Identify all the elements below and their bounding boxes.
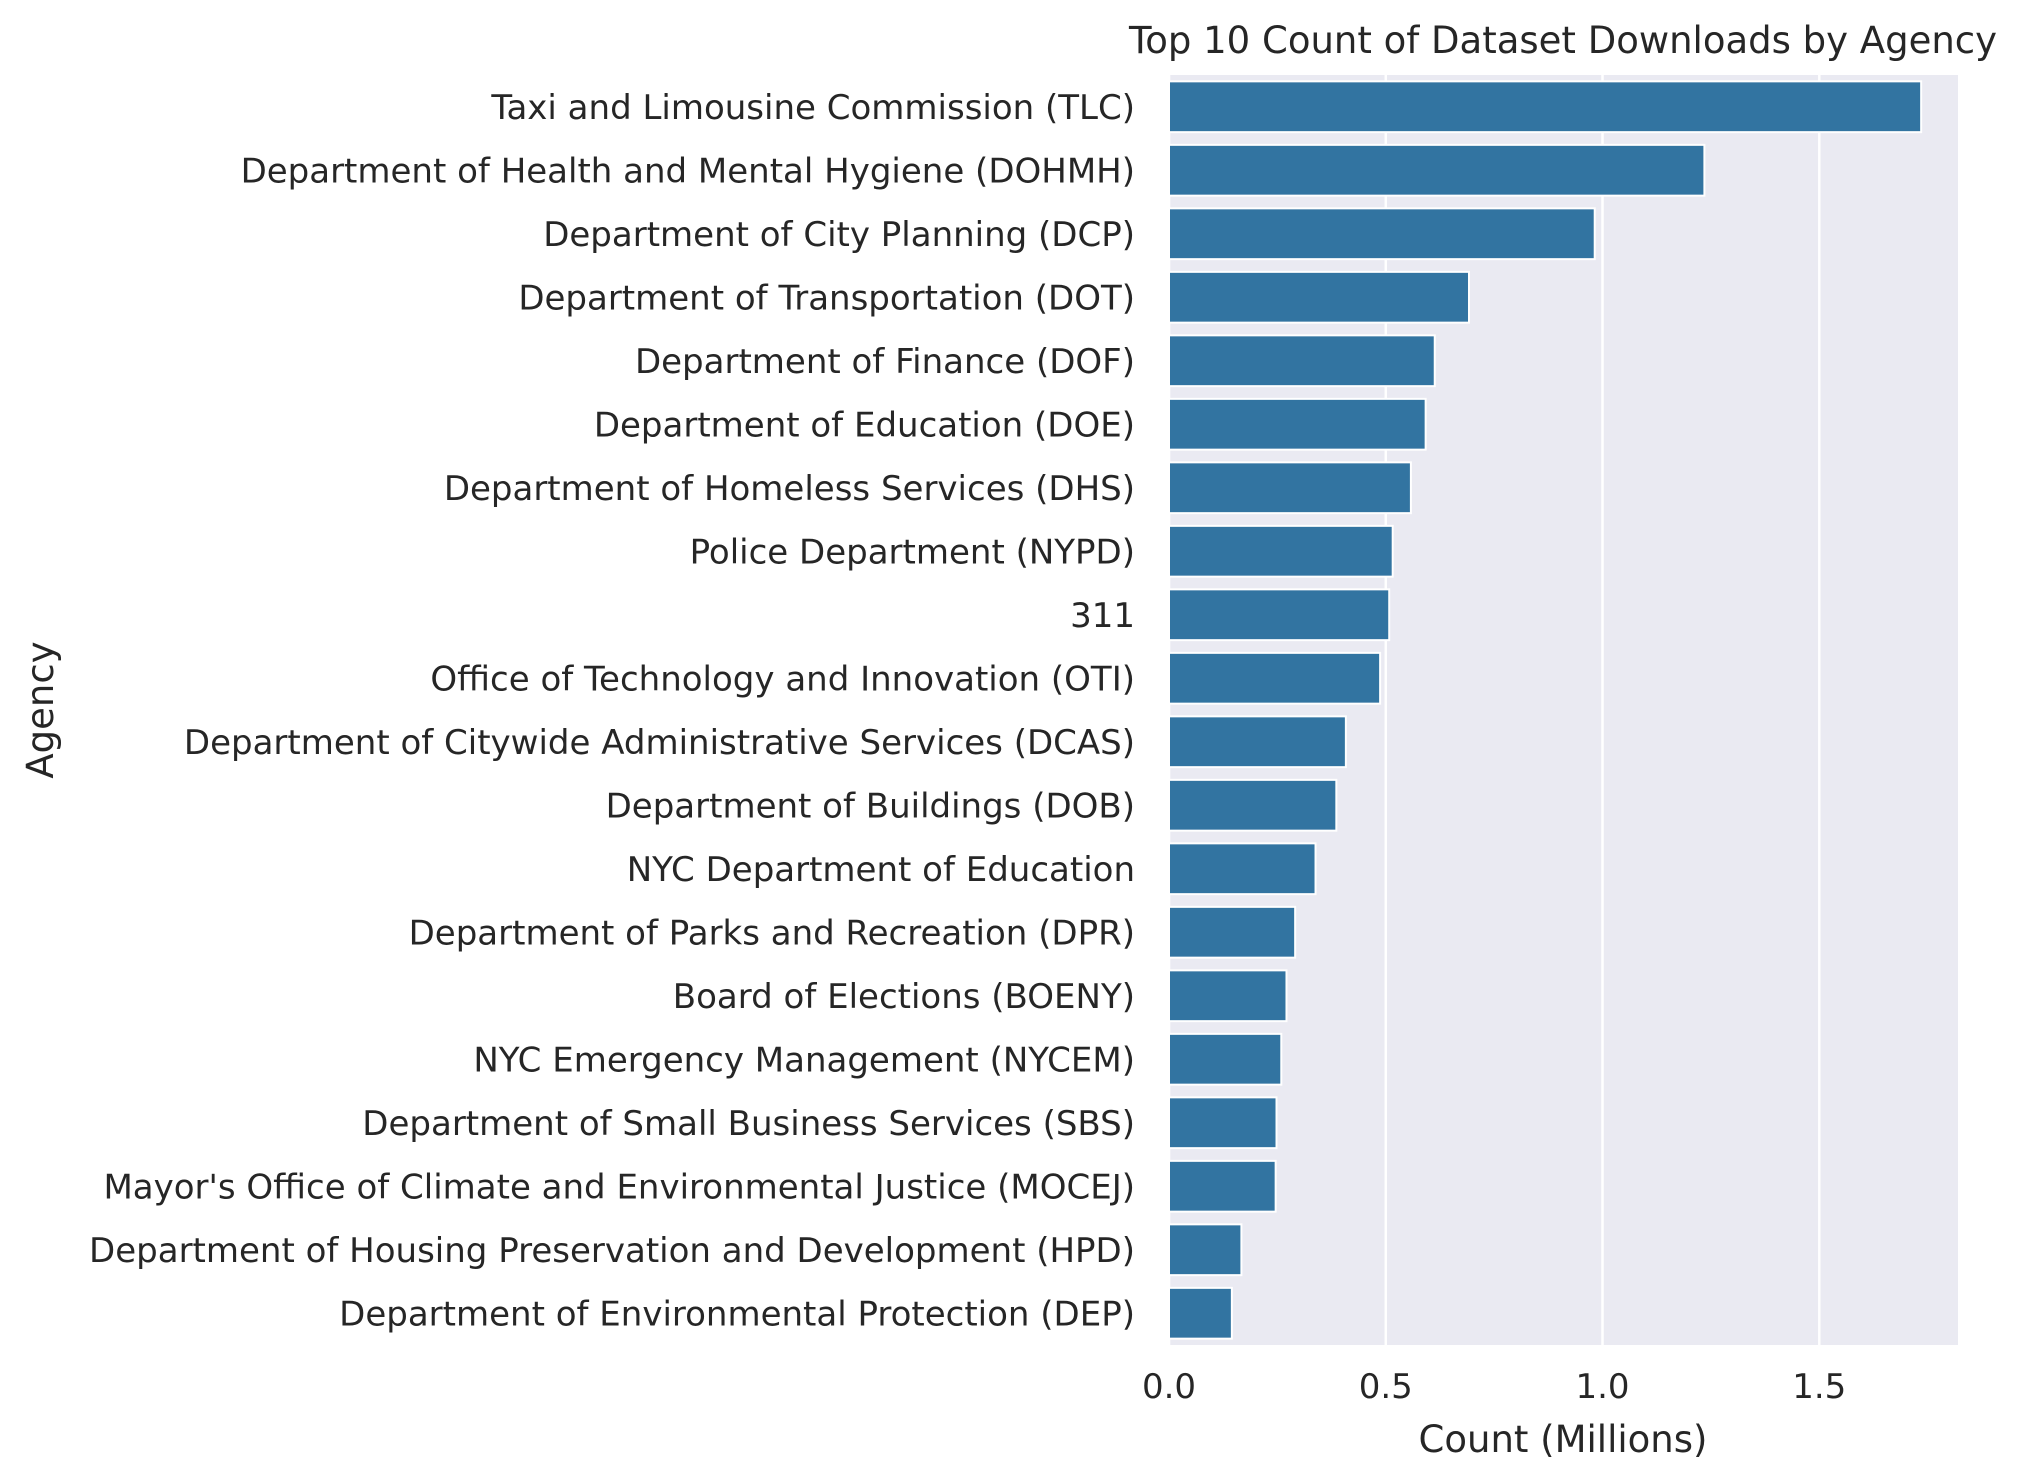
bar <box>1168 80 1923 134</box>
bar <box>1168 270 1470 324</box>
y-tick-label: Department of Housing Preservation and D… <box>89 1231 1135 1271</box>
y-axis-title: Agency <box>19 641 62 778</box>
bar <box>1168 207 1596 261</box>
y-tick-label: Department of Education (DOE) <box>594 405 1135 445</box>
y-tick-label: NYC Emergency Management (NYCEM) <box>473 1040 1135 1080</box>
x-tick-label: 0.0 <box>1142 1367 1196 1407</box>
y-tick-label: Mayor's Office of Climate and Environmen… <box>103 1167 1135 1207</box>
y-tick-label: Department of Transportation (DOT) <box>518 278 1135 318</box>
bar <box>1168 397 1427 451</box>
bar <box>1168 1096 1278 1150</box>
bar <box>1168 1032 1283 1086</box>
y-tick-label: NYC Department of Education <box>627 850 1135 890</box>
y-tick-label: Department of Health and Mental Hygiene … <box>241 151 1135 191</box>
y-tick-label: 311 <box>1070 596 1135 636</box>
x-tick-label: 0.5 <box>1359 1367 1413 1407</box>
bar <box>1168 778 1338 832</box>
bar <box>1168 969 1288 1023</box>
bar <box>1168 1286 1233 1340</box>
x-tick-label: 1.5 <box>1792 1367 1846 1407</box>
bar <box>1168 143 1706 197</box>
y-tick-labels: Taxi and Limousine Commission (TLC) Depar… <box>89 88 1135 1335</box>
bar <box>1168 1223 1243 1277</box>
bar <box>1168 334 1436 388</box>
y-tick-label: Department of Parks and Recreation (DPR) <box>409 913 1135 953</box>
chart-title: Top 10 Count of Dataset Downloads by Age… <box>1128 19 1997 62</box>
y-tick-label: Department of Citywide Administrative Se… <box>184 723 1135 763</box>
bar <box>1168 651 1382 705</box>
y-tick-label: Police Department (NYPD) <box>690 532 1135 572</box>
bars <box>1168 80 1923 1340</box>
x-tick-label: 1.0 <box>1575 1367 1629 1407</box>
y-tick-label: Office of Technology and Innovation (OTI… <box>430 659 1135 699</box>
bar <box>1168 1159 1277 1213</box>
y-tick-label: Board of Elections (BOENY) <box>673 977 1135 1017</box>
y-tick-label: Department of Finance (DOF) <box>635 342 1135 382</box>
bar <box>1168 842 1317 896</box>
y-tick-label: Department of Homeless Services (DHS) <box>444 469 1135 509</box>
bar <box>1168 905 1297 959</box>
bar <box>1168 461 1412 515</box>
x-tick-labels: 0.0 0.5 1.0 1.5 <box>1142 1367 1846 1407</box>
y-tick-label: Department of City Planning (DCP) <box>543 215 1135 255</box>
y-tick-label: Department of Buildings (DOB) <box>606 786 1135 826</box>
plot-background <box>1169 75 1958 1345</box>
bar <box>1168 715 1347 769</box>
y-tick-label: Department of Small Business Services (S… <box>362 1104 1135 1144</box>
bar <box>1168 588 1391 642</box>
y-tick-label: Department of Environmental Protection (… <box>339 1294 1135 1334</box>
y-tick-label: Taxi and Limousine Commission (TLC) <box>490 88 1135 128</box>
bar <box>1168 524 1394 578</box>
x-axis-title: Count (Millions) <box>1419 1418 1708 1461</box>
